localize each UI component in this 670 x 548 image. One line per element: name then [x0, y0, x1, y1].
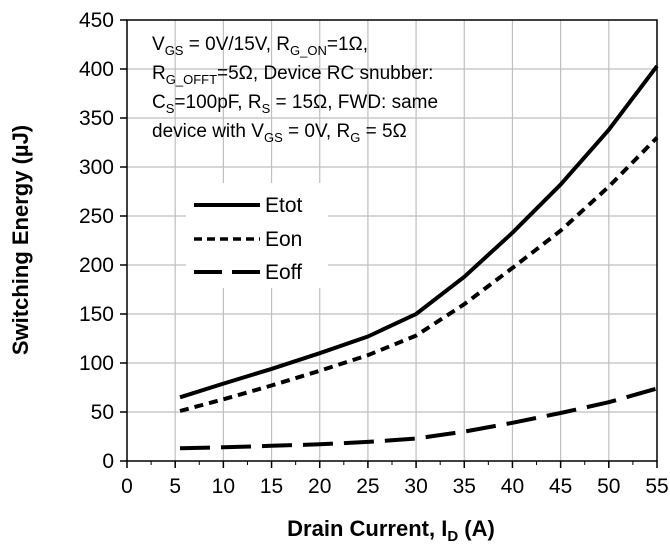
- series-line-eoff: [179, 386, 658, 451]
- x-tick-label: 15: [260, 475, 283, 498]
- legend-label-etot: Etot: [265, 194, 303, 217]
- conditions-annotation: VGS = 0V/15V, RG_ON=1Ω, RG_OFFT=5Ω, Devi…: [152, 34, 438, 145]
- y-tick-label: 150: [79, 303, 114, 326]
- y-tick-label: 50: [91, 401, 114, 424]
- annotation-line-1: VGS = 0V/15V, RG_ON=1Ω,: [152, 34, 368, 58]
- y-axis-label: Switching Energy (µJ): [8, 125, 33, 355]
- y-tick-label: 250: [79, 205, 114, 228]
- series-line-etot: [179, 64, 659, 400]
- grid-lines: [127, 20, 657, 461]
- x-tick-label: 25: [356, 475, 379, 498]
- x-tick-label: 35: [453, 475, 476, 498]
- y-tick-label: 0: [102, 450, 114, 473]
- x-axis-ticks: 0 5 10 15 20 25 30 35 40 45 50 55: [121, 461, 669, 498]
- legend-label-eon: Eon: [265, 228, 302, 251]
- legend: Etot Eon Eoff: [186, 183, 328, 288]
- y-axis-ticks: 0 50 100 150 200 250 300 350 400 450: [79, 9, 127, 473]
- y-tick-label: 400: [79, 58, 114, 81]
- annotation-line-3: CS=100pF, RS = 15Ω, FWD: same: [152, 92, 438, 116]
- x-tick-label: 20: [308, 475, 331, 498]
- y-tick-label: 200: [79, 254, 114, 277]
- x-tick-label: 55: [645, 475, 668, 498]
- x-tick-label: 10: [212, 475, 235, 498]
- y-tick-label: 300: [79, 156, 114, 179]
- x-tick-label: 50: [597, 475, 620, 498]
- x-tick-label: 0: [121, 475, 133, 498]
- x-tick-label: 40: [501, 475, 524, 498]
- y-tick-label: 350: [79, 107, 114, 130]
- y-tick-label: 450: [79, 9, 114, 32]
- series-line-eon: [179, 136, 659, 413]
- annotation-line-4: device with VGS = 0V, RG = 5Ω: [152, 121, 407, 145]
- series-lines: [179, 64, 659, 451]
- x-tick-label: 30: [404, 475, 427, 498]
- legend-label-eoff: Eoff: [265, 261, 302, 284]
- x-tick-label: 5: [169, 475, 181, 498]
- x-tick-label: 45: [549, 475, 572, 498]
- annotation-line-2: RG_OFFT=5Ω, Device RC snubber:: [152, 63, 433, 87]
- x-axis-label: Drain Current, ID (A): [287, 516, 495, 545]
- y-tick-label: 100: [79, 352, 114, 375]
